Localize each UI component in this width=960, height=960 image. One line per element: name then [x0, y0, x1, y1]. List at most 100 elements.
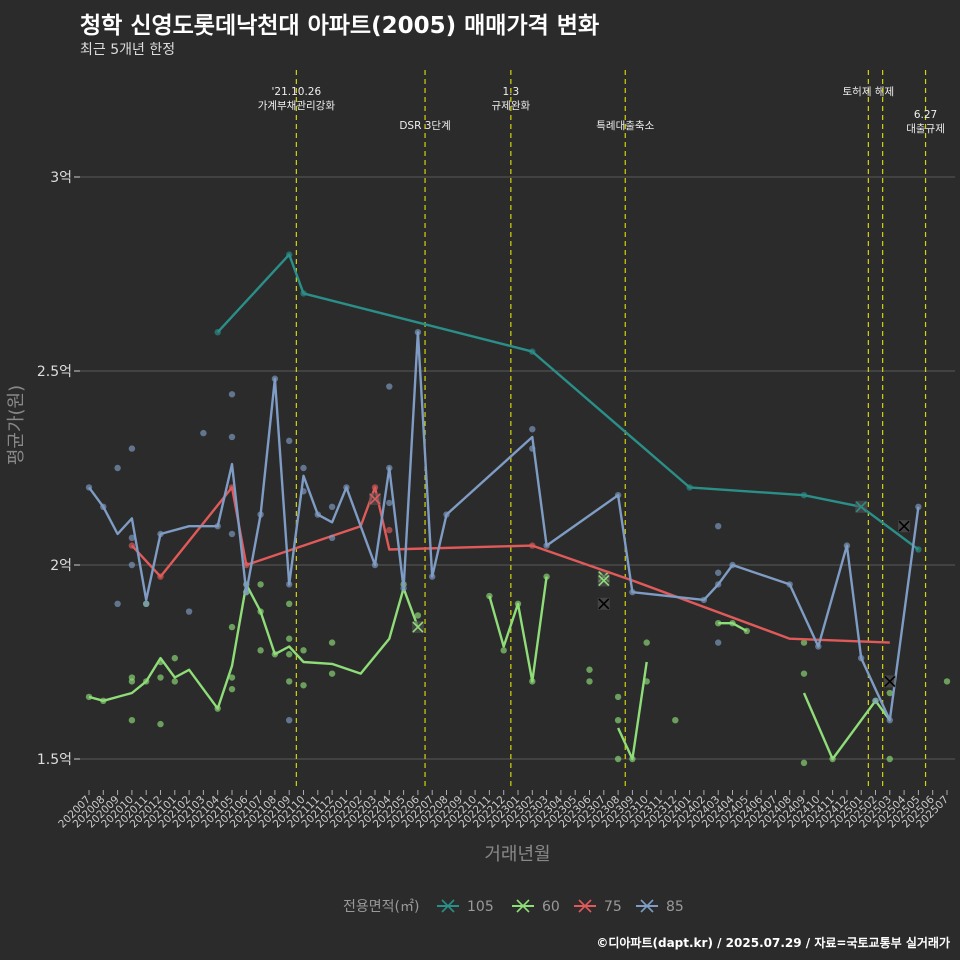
- data-point: [886, 755, 893, 763]
- data-point: [500, 647, 507, 654]
- data-point: [157, 720, 164, 728]
- event-annotation: '21.10.26: [272, 86, 322, 98]
- legend-label: 85: [666, 899, 684, 915]
- event-annotation: 대출규제: [906, 123, 945, 135]
- data-point: [614, 717, 622, 724]
- series-line: [802, 692, 891, 761]
- source-caption: ©디아파트(dapt.kr) / 2025.07.29 / 자료=국토교통부 실…: [596, 936, 950, 950]
- highlight-mark: [598, 598, 610, 610]
- data-point: [529, 426, 536, 433]
- series-line: [617, 661, 648, 761]
- data-point: [228, 433, 236, 441]
- chart-title: 청학 신영도롯데낙천대 아파트(2005) 매매가격 변화: [80, 13, 600, 39]
- data-point: [228, 674, 236, 681]
- y-tick-label: 2억: [50, 558, 72, 574]
- data-point: [943, 678, 951, 685]
- legend-key-mark: [516, 899, 530, 913]
- legend-label: 60: [542, 899, 560, 915]
- data-point: [128, 678, 136, 685]
- event-annotation: DSR 3단계: [399, 120, 450, 132]
- data-point: [328, 503, 336, 510]
- data-point: [286, 717, 293, 724]
- highlight-mark: [369, 493, 381, 505]
- legend-key-mark: [441, 899, 455, 913]
- legend-label: 105: [467, 899, 494, 915]
- data-point: [257, 647, 264, 654]
- highlight-mark: [898, 520, 910, 532]
- data-point: [300, 464, 307, 472]
- data-point: [128, 561, 136, 569]
- data-point: [328, 639, 336, 646]
- event-annotation: 6.27: [914, 109, 937, 121]
- data-point: [672, 717, 679, 724]
- data-point: [286, 635, 293, 642]
- highlight-mark: [598, 574, 610, 587]
- event-annotation: 1.3: [502, 86, 519, 98]
- x-axis-title: 거래년월: [484, 844, 550, 865]
- data-point: [715, 639, 722, 646]
- series-line: [718, 622, 748, 633]
- y-tick-label: 3억: [50, 170, 72, 186]
- series-line: [131, 486, 890, 644]
- data-point: [114, 600, 121, 607]
- y-tick-label: 1.5억: [37, 752, 72, 768]
- data-point: [200, 429, 207, 437]
- data-point: [872, 697, 879, 704]
- event-annotation: 토허제 해제: [843, 85, 895, 98]
- data-point: [800, 639, 808, 646]
- data-point: [128, 534, 136, 542]
- chart-subtitle: 최근 5개년 한정: [80, 42, 176, 58]
- data-point: [286, 678, 293, 685]
- data-point: [286, 600, 293, 607]
- data-point: [715, 569, 722, 576]
- series-line: [488, 576, 548, 683]
- legend-key-mark: [578, 899, 592, 913]
- series-line: [88, 331, 920, 722]
- data-point: [586, 678, 593, 685]
- data-point: [128, 717, 136, 724]
- y-tick-label: 2.5억: [37, 364, 72, 380]
- data-point: [386, 383, 393, 390]
- data-point: [614, 693, 622, 701]
- data-point: [128, 445, 136, 452]
- data-point: [328, 670, 336, 677]
- legend-key-mark: [640, 899, 654, 913]
- data-point: [114, 464, 121, 472]
- y-axis-title: 평균가(원): [6, 385, 27, 465]
- data-point: [286, 651, 293, 658]
- data-point: [300, 682, 307, 689]
- event-annotation: 가계부채관리강화: [258, 100, 336, 112]
- data-point: [286, 437, 293, 445]
- legend-title: 전용면적(㎡): [343, 899, 419, 915]
- data-point: [614, 755, 622, 763]
- highlight-mark: [855, 501, 867, 513]
- legend-label: 75: [604, 899, 622, 915]
- data-point: [586, 666, 593, 673]
- event-annotation: 특례대출축소: [596, 120, 654, 132]
- data-point: [300, 647, 307, 654]
- data-point: [643, 639, 650, 646]
- event-annotation: 규제완화: [492, 99, 531, 112]
- data-point: [171, 654, 178, 662]
- data-point: [228, 685, 236, 693]
- data-point: [228, 530, 236, 538]
- data-point: [386, 526, 393, 534]
- data-point: [257, 581, 264, 588]
- data-point: [185, 608, 193, 615]
- highlight-mark: [412, 621, 424, 633]
- data-point: [328, 534, 336, 542]
- data-point: [715, 523, 722, 530]
- data-point: [228, 391, 236, 398]
- data-point: [886, 689, 893, 697]
- data-point: [228, 623, 236, 631]
- series-line: [216, 253, 920, 551]
- data-point: [143, 600, 150, 607]
- data-point: [171, 678, 178, 685]
- series-line: [88, 583, 420, 710]
- data-point: [800, 670, 808, 677]
- data-point: [414, 612, 422, 619]
- data-point: [157, 674, 164, 681]
- data-point: [800, 759, 808, 767]
- data-point: [386, 499, 393, 507]
